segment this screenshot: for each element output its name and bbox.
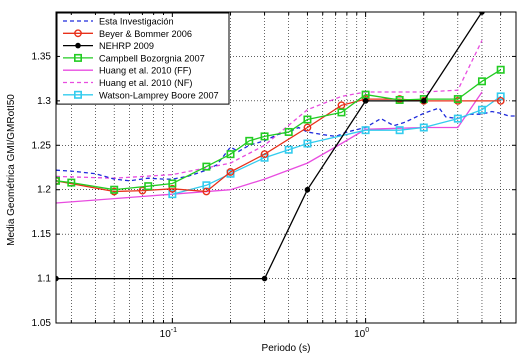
data-point: [67, 178, 76, 187]
series-line: [56, 69, 502, 191]
data-point: [245, 136, 254, 145]
plot-frame: [55, 11, 517, 324]
data-point: [496, 96, 505, 105]
series-0: [56, 107, 516, 182]
x-tick-label: 10-1: [160, 327, 177, 340]
data-point: [361, 126, 370, 135]
data-point: [168, 184, 177, 193]
axes: 1.05 1.1 1.15 1.2 1.25 1.3 1.35 10-1 100: [32, 12, 517, 340]
data-point: [56, 176, 60, 185]
data-point: [304, 186, 311, 193]
data-point: [303, 115, 312, 124]
y-tick-label: 1.15: [32, 229, 52, 240]
series-5: [56, 40, 483, 179]
series-line: [56, 12, 483, 280]
legend-label: Huang et al. 2010 (FF): [99, 66, 191, 76]
series-4: [56, 91, 483, 204]
y-tick-label: 1.2: [37, 185, 51, 196]
series-line: [56, 91, 483, 204]
series-line: [56, 40, 483, 179]
series-3: [56, 65, 505, 194]
x-axis-label: Periodo (s): [262, 343, 311, 354]
data-point: [361, 90, 370, 99]
data-point: [144, 182, 153, 191]
data-point: [226, 150, 235, 159]
data-point: [168, 190, 177, 199]
legend-label: Campbell Bozorgnia 2007: [99, 53, 205, 63]
data-point: [477, 105, 486, 114]
data-point: [496, 92, 505, 101]
legend-label: Watson-Lamprey Boore 2007: [99, 90, 219, 100]
legend-label: Esta Investigación: [99, 17, 174, 27]
data-point: [362, 98, 369, 104]
data-point: [74, 90, 83, 99]
data-point: [453, 114, 462, 123]
data-point: [202, 162, 211, 171]
data-point: [168, 179, 177, 188]
y-tick-label: 1.35: [32, 51, 52, 62]
data-point: [395, 126, 404, 135]
data-point: [496, 65, 505, 74]
legend-label: Beyer & Bommer 2006: [99, 29, 192, 39]
data-point: [303, 123, 312, 132]
data-point: [74, 53, 83, 62]
x-tick-label: 100: [354, 327, 369, 340]
data-point: [202, 187, 211, 196]
data-point: [395, 95, 404, 104]
y-tick-label: 1.3: [37, 96, 51, 107]
y-tick-label: 1.05: [32, 318, 52, 329]
legend-label: NEHRP 2009: [99, 41, 154, 51]
y-tick-label: 1.25: [32, 140, 52, 151]
data-point: [74, 29, 82, 38]
data-point: [419, 123, 428, 132]
data-point: [75, 42, 81, 49]
data-point: [260, 150, 269, 159]
data-point: [477, 77, 486, 86]
data-point: [261, 275, 268, 282]
data-point: [420, 98, 427, 104]
data-point: [303, 139, 312, 148]
data-point: [260, 132, 269, 141]
legend-label: Huang et al. 2010 (NF): [99, 78, 192, 88]
data-point: [226, 168, 235, 176]
data-point: [284, 127, 293, 136]
data-point: [284, 145, 293, 154]
series-layer: [56, 12, 516, 282]
data-point: [453, 95, 462, 104]
data-point: [337, 108, 346, 117]
y-axis-label: Media Geométrica GMI/GMRotI50: [6, 94, 17, 246]
y-tick-label: 1.1: [37, 274, 51, 285]
legend: Esta Investigación Beyer & Bommer 2006 NEH…: [56, 12, 230, 105]
data-point: [110, 185, 119, 194]
series-line: [56, 107, 516, 182]
